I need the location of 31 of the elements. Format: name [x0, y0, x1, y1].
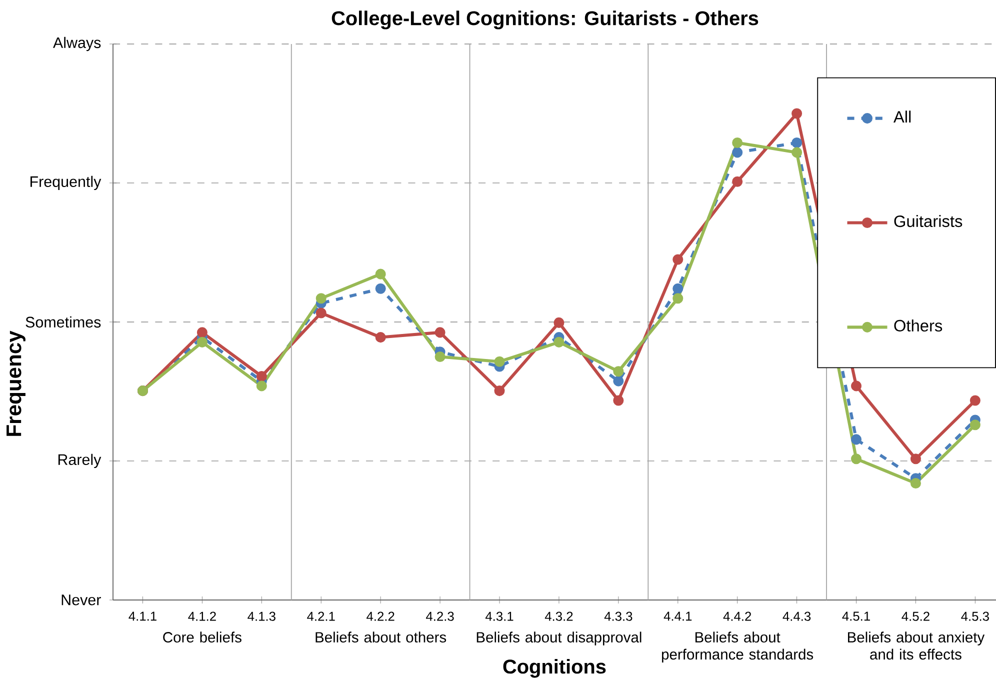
category-label: Frequently: [30, 176, 102, 190]
chart-title: College-Level Cognitions: Guitarists - Others: [332, 10, 758, 30]
legend-label: Others: [894, 320, 942, 332]
text: Beliefs about anxiety and its effects: [848, 632, 985, 660]
x-tick-label: 4.2.1: [307, 612, 335, 621]
x-tick-label: 4.5.1: [842, 612, 870, 621]
category-label: Sometimes: [26, 316, 101, 328]
x-tick-label: 4.2.2: [366, 612, 394, 621]
x-tick-label: 4.5.2: [902, 612, 930, 621]
x-tick-label: 4.4.2: [723, 612, 752, 621]
y-axis-title: Frequency: [6, 330, 26, 436]
legend-label: All: [893, 110, 911, 123]
category-label: Always: [53, 36, 101, 52]
x-tick-label: 4.5.3: [961, 612, 989, 621]
legend-label: Guitarists: [894, 215, 962, 228]
text: Core beliefs: [163, 632, 242, 643]
x-axis-title: Cognitions: [503, 659, 606, 678]
x-tick-label: 4.1.3: [248, 612, 276, 621]
x-tick-label: 4.3.2: [544, 612, 573, 621]
x-tick-label: 4.3.1: [485, 612, 514, 621]
category-label: Rarely: [58, 454, 102, 468]
text: Beliefs about performance standards: [662, 632, 814, 663]
x-tick-label: 4.4.1: [664, 612, 692, 621]
x-tick-label: 4.1.2: [188, 612, 216, 621]
x-tick-label: 4.1.1: [128, 612, 156, 621]
category-label: Never: [62, 594, 101, 606]
x-tick-label: 4.4.3: [782, 612, 811, 621]
text: Beliefs about disapproval: [476, 632, 642, 646]
x-tick-label: 4.3.3: [604, 612, 632, 621]
x-tick-label: 4.2.3: [426, 612, 454, 621]
text: Beliefs about others: [316, 632, 446, 643]
